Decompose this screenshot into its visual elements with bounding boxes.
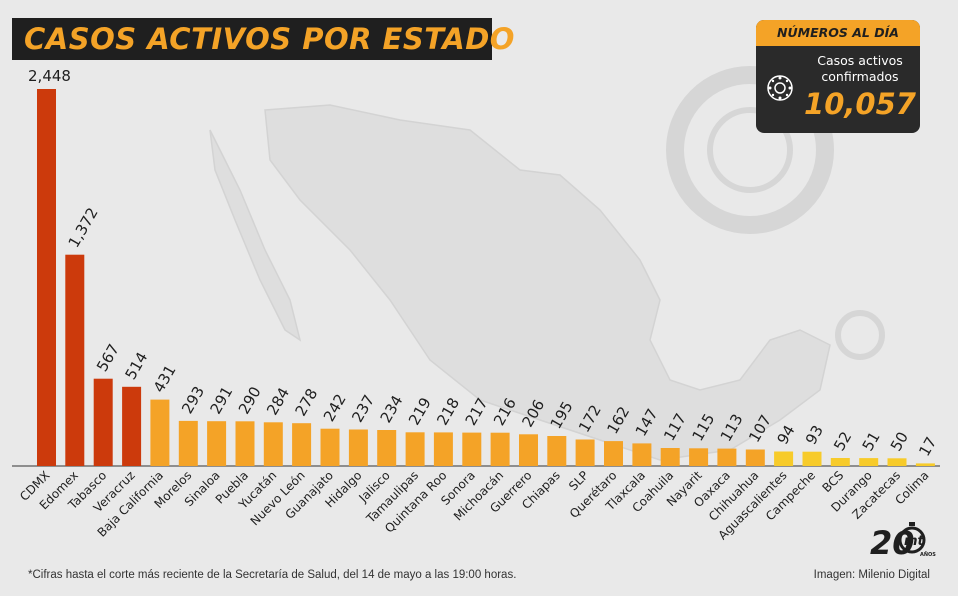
bar-chihuahua — [745, 449, 765, 466]
bar-tamaulipas — [405, 432, 425, 466]
bar-tlaxcala — [632, 443, 652, 466]
value-label: 293 — [178, 383, 208, 417]
value-label: 242 — [320, 391, 350, 425]
bar-baja-california — [150, 399, 170, 466]
bar-quintana-roo — [433, 432, 453, 466]
bar-puebla — [235, 421, 255, 466]
value-label: 431 — [150, 362, 180, 396]
bar-colima — [915, 463, 935, 466]
bar-nuevo-león — [292, 423, 312, 466]
value-label: 17 — [915, 434, 940, 460]
bar-cdmx — [37, 89, 56, 466]
bar-chiapas — [547, 436, 567, 466]
badge-subtitle-line1: Casos activos — [817, 53, 903, 68]
value-label: 514 — [121, 349, 151, 383]
footnote: *Cifras hasta el corte más reciente de l… — [28, 569, 517, 581]
title-background — [12, 18, 492, 60]
value-label: 567 — [93, 341, 123, 375]
badge-subtitle-line2: confirmados — [821, 69, 899, 84]
bar-guanajato — [320, 428, 340, 466]
bar-aguascalientes — [774, 451, 794, 466]
summary-badge: NÚMEROS AL DÍA Casos activos confirmados… — [756, 20, 920, 133]
bar-oaxaca — [717, 448, 737, 466]
bars-group — [37, 89, 935, 466]
value-label: 2,448 — [28, 67, 71, 85]
value-label: 93 — [802, 422, 827, 448]
badge-subtitle: Casos activos confirmados — [804, 53, 916, 85]
bar-hidalgo — [348, 429, 368, 466]
virus-icon — [767, 75, 793, 101]
bar-durango — [859, 458, 879, 466]
bar-querétaro — [604, 441, 623, 466]
logo-sub: AÑOS — [920, 551, 936, 558]
value-label: 94 — [773, 422, 798, 448]
bar-campeche — [802, 451, 822, 466]
value-label: 290 — [235, 383, 265, 417]
badge-total: 10,057 — [804, 87, 916, 121]
bar-slp — [575, 439, 595, 466]
bar-sinaloa — [207, 421, 227, 466]
value-label: 234 — [377, 392, 407, 426]
value-label: 218 — [433, 395, 463, 429]
bar-tabasco — [93, 378, 113, 466]
bar-edomex — [65, 254, 85, 466]
bar-bcs — [830, 458, 850, 466]
value-label: 1,372 — [65, 205, 102, 251]
value-label: 51 — [859, 429, 884, 455]
bar-jalisco — [377, 430, 397, 466]
background-map — [209, 104, 831, 461]
bar-veracruz — [122, 386, 142, 466]
value-label: 284 — [263, 384, 293, 418]
bar-michoacán — [490, 432, 510, 466]
background-virus — [666, 66, 885, 360]
value-label: 237 — [348, 392, 378, 426]
bar-sonora — [462, 432, 482, 466]
image-credit: Imagen: Milenio Digital — [813, 569, 930, 581]
bar-guerrero — [519, 434, 538, 466]
bar-coahuila — [660, 448, 680, 466]
chart-title: CASOS ACTIVOS POR ESTADO — [24, 22, 515, 56]
bar-yucatán — [263, 422, 283, 466]
badge-header: NÚMEROS AL DÍA — [756, 20, 920, 46]
bar-nayarit — [689, 448, 709, 466]
bar-morelos — [178, 420, 198, 466]
logo-brand: mt — [904, 534, 925, 549]
value-label: 291 — [206, 383, 236, 417]
bar-zacatecas — [887, 458, 907, 466]
value-label: 278 — [291, 385, 321, 419]
value-label: 219 — [405, 394, 435, 428]
value-label: 52 — [830, 428, 855, 454]
milenio-20-years-logo: 20 mt AÑOS — [870, 522, 936, 562]
value-label: 50 — [887, 429, 912, 455]
